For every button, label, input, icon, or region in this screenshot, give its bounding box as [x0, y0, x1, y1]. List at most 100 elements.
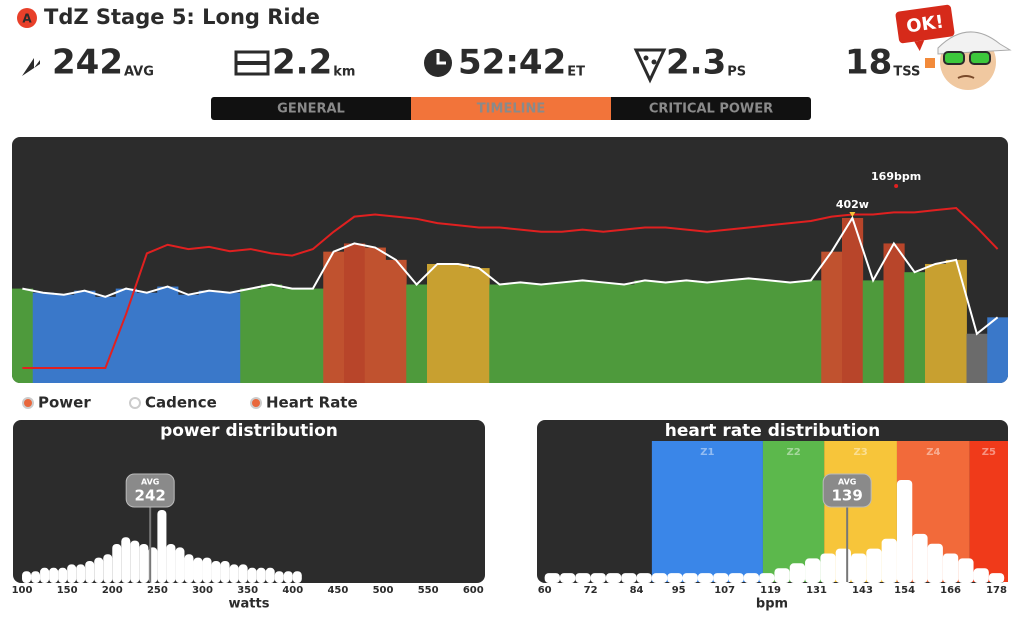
power-icon	[22, 52, 46, 76]
title: TdZ Stage 5: Long Ride	[44, 5, 320, 29]
power-bar	[178, 294, 200, 383]
x-tick-label: 100	[12, 585, 33, 596]
power-bar	[261, 284, 283, 383]
x-tick-label: 178	[986, 585, 1007, 596]
power-bar	[530, 284, 552, 383]
hist-bar	[157, 510, 167, 583]
power-bar	[240, 288, 262, 383]
heart-rate-line	[22, 206, 999, 369]
hist-bar	[667, 573, 683, 583]
legend-label[interactable]: Heart Rate	[266, 394, 358, 412]
hist-bar	[789, 563, 806, 583]
legend-label[interactable]: Power	[38, 394, 91, 412]
stat-value: 2.3	[666, 43, 726, 83]
badge-text: A	[22, 12, 32, 26]
hist-bar	[590, 573, 606, 583]
x-tick-label: 143	[852, 585, 873, 596]
hist-bar	[202, 557, 212, 583]
hist-bar	[621, 573, 637, 583]
power-bar	[302, 288, 324, 383]
distance-icon	[234, 50, 270, 76]
legend-label[interactable]: Cadence	[145, 394, 217, 412]
peak-power-label: 402w	[836, 198, 869, 211]
tab-active[interactable]	[411, 97, 611, 120]
power-bar	[676, 280, 698, 383]
x-tick-label: 250	[147, 585, 168, 596]
power-bar	[468, 268, 490, 383]
hist-bar	[651, 573, 668, 583]
power-bar	[593, 282, 615, 383]
avg-label: AVG	[838, 478, 856, 487]
panel-title: heart rate distribution	[665, 421, 880, 441]
hist-bar	[211, 561, 221, 583]
x-tick-label: 600	[463, 585, 484, 596]
hist-bar	[713, 573, 729, 583]
power-bar	[281, 288, 303, 383]
power-bar	[510, 282, 532, 383]
hist-bar	[544, 573, 560, 583]
panel-title: power distribution	[160, 421, 338, 441]
hist-bar	[274, 571, 284, 583]
power-bar	[842, 218, 864, 383]
badge	[17, 8, 37, 28]
hist-bar	[851, 553, 867, 583]
avg-value: 139	[832, 487, 863, 505]
x-axis-label: watts	[229, 597, 270, 612]
stat-unit: PS	[727, 65, 746, 80]
legend-marker[interactable]	[129, 397, 141, 409]
zone-label: Z2	[786, 447, 800, 458]
legend-marker[interactable]	[22, 397, 34, 409]
power-bar	[717, 280, 739, 383]
power-dist-panel	[13, 420, 485, 583]
power-bar	[613, 284, 635, 383]
hist-bar	[175, 547, 185, 583]
power-bar	[323, 251, 345, 383]
power-line	[22, 215, 999, 336]
hist-bar	[820, 553, 836, 583]
zone-label: Z5	[982, 447, 996, 458]
zone-band	[969, 441, 1008, 582]
tab[interactable]: CRITICAL POWER	[649, 102, 773, 117]
power-bar	[32, 292, 54, 383]
peak-hr-marker	[894, 184, 899, 188]
hist-bar	[229, 564, 239, 583]
power-bar	[987, 317, 1008, 383]
hist-bar	[67, 564, 77, 583]
power-bar	[53, 294, 75, 383]
tab[interactable]: GENERAL	[277, 102, 345, 117]
x-tick-label: 450	[327, 585, 348, 596]
power-bar	[551, 282, 573, 383]
zone-label: Z3	[853, 447, 867, 458]
avg-box	[822, 473, 872, 508]
stat-value: 2.2	[272, 43, 332, 83]
legend-marker[interactable]	[250, 397, 262, 409]
x-tick-label: 107	[714, 585, 735, 596]
x-tick-label: 84	[630, 585, 644, 596]
power-bar	[759, 280, 781, 383]
stat-unit: ET	[567, 65, 585, 80]
avatar: OK!	[895, 4, 1012, 90]
tab[interactable]: TIMELINE	[477, 102, 545, 117]
x-tick-label: 550	[418, 585, 439, 596]
hist-bar	[94, 557, 104, 583]
x-tick-label: 350	[237, 585, 258, 596]
hist-bar	[835, 548, 851, 583]
hist-bar	[238, 564, 248, 583]
power-bar	[115, 288, 137, 383]
hist-bar	[130, 540, 140, 583]
peak-hr-label: 169bpm	[871, 170, 921, 183]
power-bar	[925, 263, 947, 383]
hist-bar	[58, 567, 68, 583]
stat-value: 18	[845, 43, 892, 83]
stat-unit: TSS	[893, 65, 920, 80]
power-bar	[12, 288, 34, 383]
tss-help[interactable]	[925, 58, 935, 68]
x-tick-label: 200	[102, 585, 123, 596]
power-bar	[489, 284, 511, 383]
hist-bar	[283, 571, 293, 583]
x-axis-label: bpm	[756, 597, 788, 612]
hist-bar	[76, 564, 86, 583]
time-icon	[424, 49, 452, 77]
hist-bar	[759, 573, 775, 583]
